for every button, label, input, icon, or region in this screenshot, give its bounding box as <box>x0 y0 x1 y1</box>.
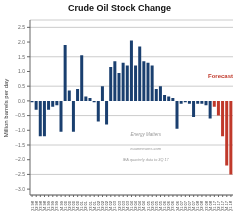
html-text:euanmearns.com: euanmearns.com <box>130 145 162 151</box>
svg-text:0.0: 0.0 <box>18 98 25 104</box>
svg-text:Q1 18: Q1 18 <box>228 200 231 211</box>
svg-text:−2.0: −2.0 <box>15 156 25 162</box>
svg-text:1.0: 1.0 <box>18 68 25 74</box>
html-text:Energy Matters: Energy Matters <box>130 131 161 137</box>
svg-text:2.0: 2.0 <box>18 39 25 45</box>
svg-text:−1.5: −1.5 <box>15 142 25 148</box>
svg-text:−3.0: −3.0 <box>15 186 25 192</box>
html-text:Forecast: Forecast <box>208 72 233 79</box>
html-text:Crude Oil Stock Change: Crude Oil Stock Change <box>68 3 171 13</box>
html-text:IEA quarterly data to 3Q 17: IEA quarterly data to 3Q 17 <box>122 158 169 162</box>
svg-text:−0.5: −0.5 <box>15 112 25 118</box>
svg-text:−2.5: −2.5 <box>15 171 25 177</box>
svg-text:−1.0: −1.0 <box>15 127 25 133</box>
svg-text:2.5: 2.5 <box>18 24 25 30</box>
svg-text:0.5: 0.5 <box>18 83 25 89</box>
svg-text:1.5: 1.5 <box>18 54 25 60</box>
html-text:Million barrels per day: Million barrels per day <box>3 78 9 137</box>
